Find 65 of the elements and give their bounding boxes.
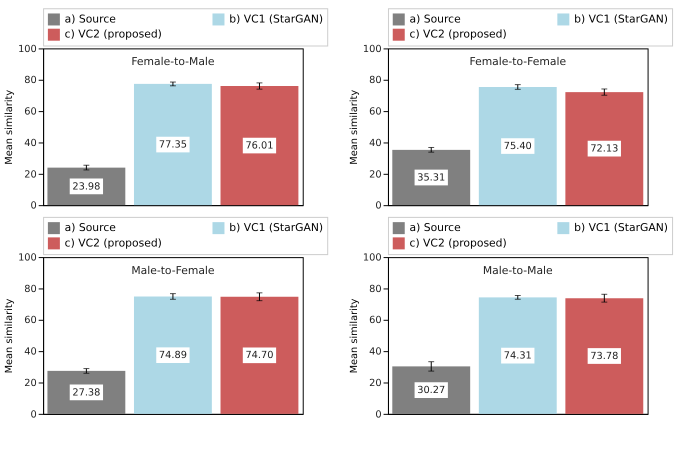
legend-label: c) VC2 (proposed) bbox=[64, 236, 162, 250]
data-label: 74.89 bbox=[158, 350, 187, 362]
y-tick-label: 40 bbox=[369, 346, 382, 358]
y-tick-label: 100 bbox=[362, 44, 382, 55]
text: Female-to-Female bbox=[469, 55, 566, 68]
y-tick-label: 40 bbox=[24, 138, 37, 149]
data-label: 75.40 bbox=[504, 141, 532, 152]
legend-label: c) VC2 (proposed) bbox=[64, 28, 162, 41]
y-tick-label: 80 bbox=[24, 284, 37, 295]
y-axis-title: Mean similarity bbox=[4, 90, 16, 165]
y-tick-label: 20 bbox=[369, 169, 382, 180]
y-tick-label: 20 bbox=[24, 378, 37, 389]
data-label: 73.78 bbox=[590, 350, 618, 362]
y-tick-label: 0 bbox=[375, 200, 382, 212]
bar bbox=[134, 296, 212, 414]
y-tick-label: 40 bbox=[24, 346, 37, 358]
y-tick-label: 80 bbox=[24, 75, 37, 86]
data-label: 74.70 bbox=[245, 350, 274, 362]
y-tick-label: 100 bbox=[362, 252, 382, 264]
legend-label: b) VC1 (StarGAN) bbox=[229, 221, 324, 234]
bar bbox=[565, 92, 644, 206]
y-tick-label: 80 bbox=[369, 75, 382, 86]
data-label: 30.27 bbox=[417, 385, 446, 396]
bar bbox=[134, 84, 212, 206]
data-label: 74.31 bbox=[504, 350, 532, 362]
legend-label: a) Source bbox=[410, 12, 462, 26]
y-axis-title: Mean similarity bbox=[4, 298, 16, 374]
legend-label: a) Source bbox=[64, 221, 116, 234]
y-tick-label: 40 bbox=[369, 138, 382, 149]
text: Male-to-Female bbox=[131, 264, 215, 277]
y-tick-label: 100 bbox=[18, 44, 37, 55]
data-label: 23.98 bbox=[72, 181, 100, 192]
legend-label: b) VC1 (StarGAN) bbox=[574, 12, 668, 26]
y-tick-label: 0 bbox=[375, 409, 382, 420]
y-tick-label: 20 bbox=[369, 378, 382, 389]
y-axis-title: Mean similarity bbox=[349, 90, 360, 165]
y-tick-label: 60 bbox=[24, 106, 37, 118]
y-tick-label: 0 bbox=[30, 409, 37, 420]
y-tick-label: 60 bbox=[369, 106, 382, 118]
y-tick-label: 60 bbox=[24, 315, 37, 326]
y-tick-label: 20 bbox=[24, 169, 37, 180]
legend-label: a) Source bbox=[64, 12, 116, 26]
bar bbox=[478, 86, 557, 206]
data-label: 72.13 bbox=[590, 144, 618, 155]
data-label: 77.35 bbox=[158, 139, 187, 150]
y-tick-label: 100 bbox=[18, 252, 37, 264]
bar bbox=[565, 298, 644, 414]
y-axis-title: Mean similarity bbox=[349, 298, 360, 374]
legend-label: b) VC1 (StarGAN) bbox=[574, 221, 668, 234]
bar bbox=[392, 150, 470, 206]
data-label: 27.38 bbox=[72, 387, 100, 398]
legend-label: b) VC1 (StarGAN) bbox=[229, 12, 324, 26]
bar bbox=[220, 86, 298, 206]
bar bbox=[478, 297, 557, 414]
legend-label: c) VC2 (proposed) bbox=[410, 28, 507, 41]
bar bbox=[220, 296, 298, 414]
text: Male-to-Male bbox=[482, 264, 554, 277]
data-label: 76.01 bbox=[245, 140, 274, 152]
y-tick-label: 0 bbox=[30, 200, 37, 212]
y-tick-label: 80 bbox=[369, 284, 382, 295]
legend-label: c) VC2 (proposed) bbox=[410, 236, 507, 250]
legend-label: a) Source bbox=[410, 221, 462, 234]
data-label: 35.31 bbox=[417, 172, 446, 184]
y-tick-label: 60 bbox=[369, 315, 382, 326]
text: Female-to-Male bbox=[131, 55, 215, 68]
